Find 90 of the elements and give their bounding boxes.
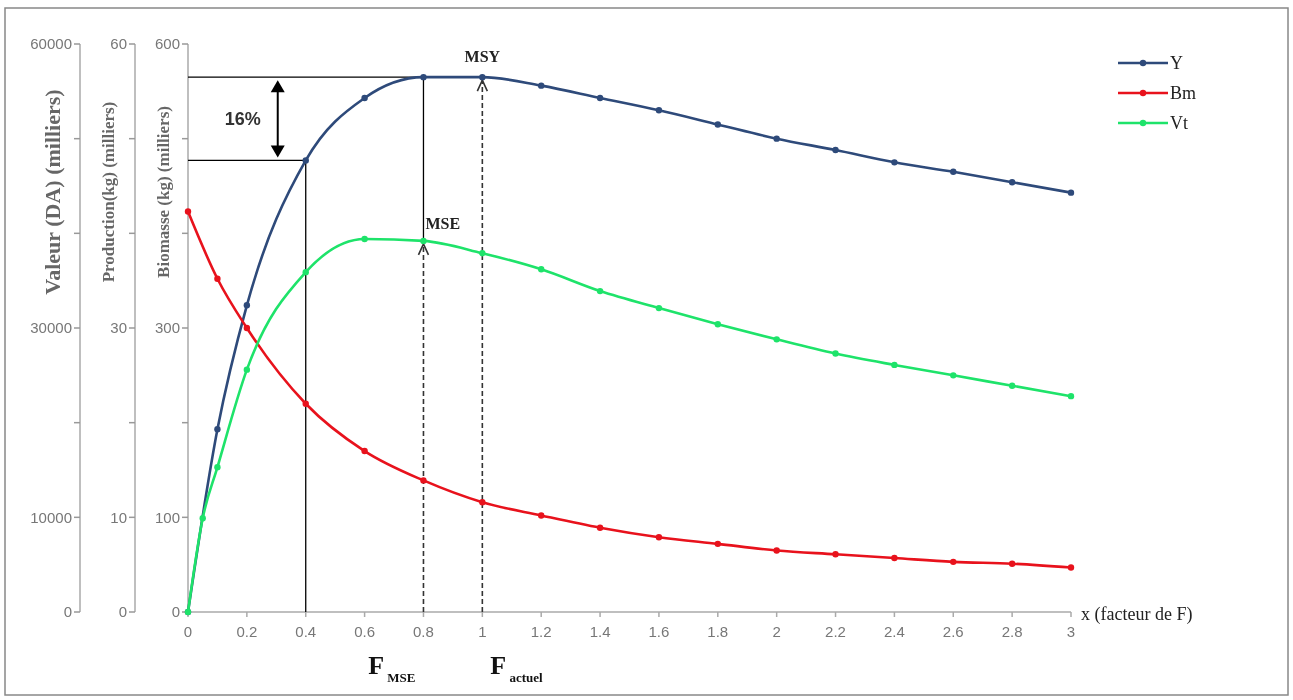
point [538, 266, 545, 273]
x-tick-label: 1.8 [707, 623, 729, 640]
point [420, 477, 427, 484]
x-tick-label: 0.2 [236, 623, 258, 640]
point [538, 512, 545, 519]
point [302, 157, 309, 164]
point [361, 94, 368, 102]
point [832, 551, 839, 558]
point [243, 324, 251, 332]
point [655, 534, 663, 541]
y3-tick-label: 0 [63, 603, 72, 621]
x-tick-label: 2.2 [825, 623, 846, 640]
y2-tick-label: 0 [118, 603, 127, 621]
y2-axis-title: Production(kg) (milliers) [98, 101, 118, 283]
point [714, 321, 721, 328]
point [1008, 382, 1016, 389]
point [655, 304, 663, 312]
point [1067, 189, 1075, 196]
x-tick-label: 3 [1066, 623, 1076, 640]
ref-line-label: F$_{actuel}$ [490, 651, 544, 685]
y2-tick-label: 30 [110, 319, 127, 337]
y-tick-label: 300 [154, 319, 180, 337]
point [891, 159, 898, 166]
annotation: 16% [224, 109, 261, 130]
annotation: MSY [464, 48, 501, 66]
point [950, 558, 957, 566]
point [714, 540, 721, 548]
point [302, 400, 309, 407]
y3-axis-title: Valeur (DA) (milliers) [39, 89, 65, 295]
x-tick-label: 1 [478, 623, 487, 640]
point [243, 302, 251, 309]
point [420, 237, 427, 245]
x-tick-label: 0.8 [413, 623, 434, 640]
point [361, 447, 368, 455]
y3-tick-label: 30000 [30, 319, 72, 337]
annotation: MSE [425, 214, 461, 232]
point [479, 498, 486, 506]
point [538, 82, 545, 89]
ref-line-label: F$_{MSE}$ [368, 651, 416, 685]
legend-label: Vt [1170, 113, 1188, 134]
y-tick-label: 100 [154, 508, 180, 526]
point [214, 426, 221, 433]
y3-tick-label: 10000 [30, 508, 72, 526]
y-axis-title: Biomasse (kg) (milliers) [153, 106, 173, 278]
point [184, 208, 192, 215]
point [479, 73, 486, 81]
point [596, 524, 604, 531]
point [773, 547, 780, 554]
point [479, 250, 486, 257]
x-tick-label: 1.4 [589, 623, 611, 640]
point [950, 372, 957, 379]
point [199, 515, 206, 522]
x-tick-label: 0.4 [295, 623, 317, 640]
y2-tick-label: 60 [110, 35, 127, 53]
point [891, 554, 898, 562]
point [596, 94, 604, 102]
point [950, 168, 957, 175]
point [1067, 392, 1075, 400]
point [832, 350, 839, 357]
x-tick-label: 0.6 [354, 623, 376, 640]
x-tick-label: 1.6 [648, 623, 670, 640]
point [773, 135, 780, 142]
point [1008, 179, 1016, 186]
point [1008, 560, 1016, 567]
point [214, 463, 221, 471]
point [1067, 564, 1075, 571]
point [891, 361, 898, 369]
x-tick-label: 0 [183, 623, 193, 640]
y2-tick-label: 10 [110, 508, 127, 526]
legend-label: Y [1170, 53, 1183, 74]
point [596, 287, 604, 295]
point [302, 268, 309, 276]
point [714, 121, 721, 128]
x-tick-label: 2.6 [942, 623, 964, 640]
point [832, 146, 839, 154]
x-tick-label: 2 [772, 623, 781, 640]
point [773, 336, 780, 343]
point [243, 366, 251, 373]
x-tick-label: 2.4 [883, 623, 905, 640]
x-tick-label: 2.8 [1001, 623, 1023, 640]
y-tick-label: 600 [154, 35, 180, 53]
x-tick-label: 1.2 [530, 623, 552, 640]
x-axis-title: x (facteur de F) [1081, 604, 1193, 626]
point [361, 235, 368, 243]
point [420, 73, 427, 81]
point [214, 275, 221, 282]
y3-tick-label: 60000 [30, 35, 72, 53]
legend-label: Bm [1170, 83, 1197, 104]
y-tick-label: 0 [171, 603, 180, 621]
point [655, 107, 663, 114]
